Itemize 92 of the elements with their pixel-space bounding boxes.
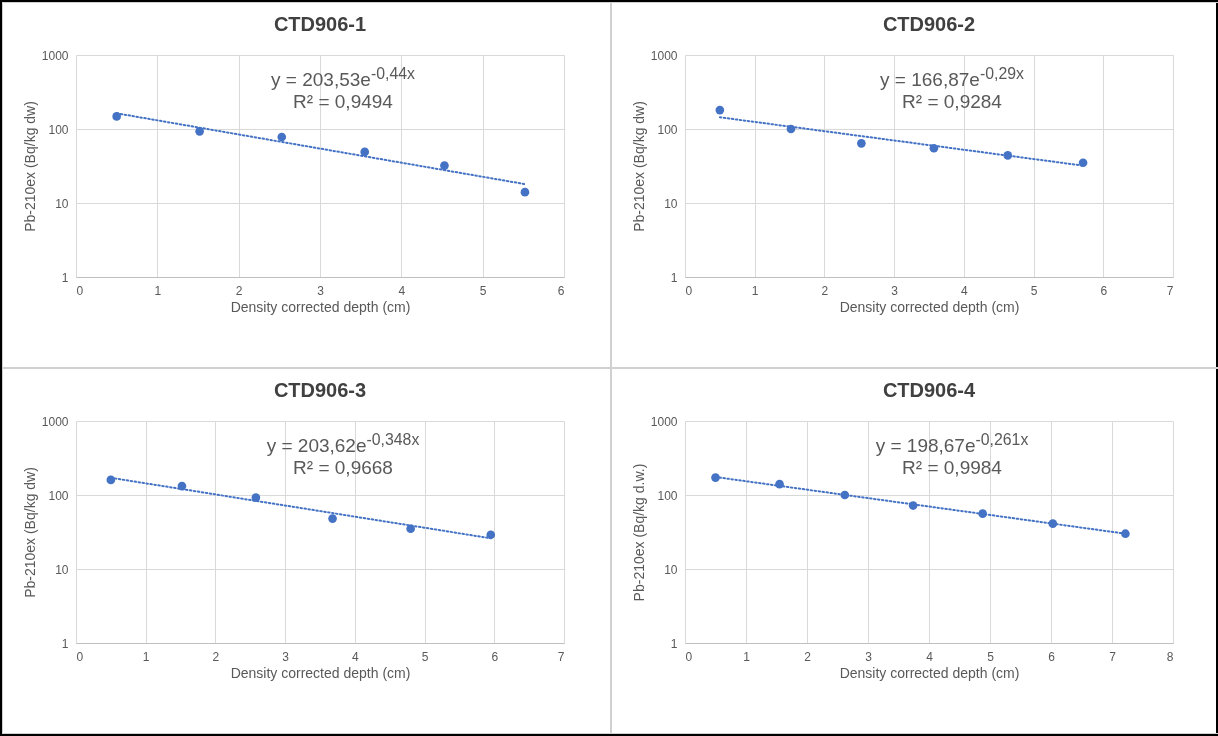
y-axis-title: Pb-210ex (Bq/kg d.w.) — [630, 463, 647, 602]
point — [440, 161, 449, 170]
point — [406, 524, 415, 534]
y-tick-label: 1 — [61, 270, 69, 285]
point — [929, 143, 939, 153]
x-tick-label: 4 — [961, 283, 969, 298]
point — [277, 132, 287, 142]
point — [328, 514, 337, 523]
point — [978, 509, 988, 518]
chart-title: CTD906-2 — [882, 13, 976, 35]
point — [486, 530, 496, 540]
x-tick-label: 4 — [352, 649, 360, 664]
y-axis-title: Pb-210ex (Bq/kg dw) — [21, 101, 38, 232]
x-tick-label: 0 — [76, 649, 84, 664]
y-tick-label: 1 — [670, 270, 678, 285]
annotation: y = 166,87e$^{-0,29x}$ — [879, 65, 1025, 92]
point — [251, 493, 261, 502]
x-tick-label: 5 — [987, 649, 995, 664]
x-tick-label: 3 — [865, 649, 873, 664]
chart-title: CTD906-4 — [882, 379, 976, 401]
x-axis-title: Density corrected depth (cm) — [230, 664, 411, 681]
point — [1003, 151, 1013, 160]
x-tick-label: 6 — [1048, 649, 1056, 664]
x-tick-label: 7 — [1109, 649, 1117, 664]
y-tick-label: 10 — [664, 562, 678, 577]
point — [177, 481, 187, 491]
annotation: y = 203,53e$^{-0,44x}$ — [270, 65, 416, 92]
y-tick-label: 1000 — [650, 414, 678, 429]
x-tick-label: 5 — [479, 283, 487, 298]
point — [112, 112, 121, 121]
annotation: R² = 0,9984 — [901, 457, 1003, 479]
point — [106, 475, 116, 485]
x-tick-label: 1 — [743, 649, 751, 664]
y-axis-title: Pb-210ex (Bq/kg dw) — [630, 101, 647, 232]
x-tick-label: 8 — [1166, 649, 1174, 664]
point — [1048, 519, 1058, 528]
annotation: R² = 0,9668 — [292, 457, 394, 479]
x-tick-label: 6 — [491, 649, 499, 664]
point — [1078, 158, 1088, 168]
x-tick-label: 6 — [1100, 283, 1108, 298]
y-tick-label: 1000 — [41, 414, 69, 429]
y-axis-title: Pb-210ex (Bq/kg dw) — [21, 467, 38, 598]
x-tick-label: 0 — [76, 283, 84, 298]
x-tick-label: 1 — [751, 283, 759, 298]
x-tick-label: 3 — [317, 283, 325, 298]
y-tick-label: 10 — [55, 196, 69, 211]
x-tick-label: 7 — [557, 649, 565, 664]
point — [908, 501, 918, 510]
x-tick-label: 5 — [1030, 283, 1038, 298]
point — [857, 139, 866, 148]
x-tick-label: 2 — [804, 649, 812, 664]
chart-title: CTD906-1 — [273, 13, 367, 35]
annotation: R² = 0,9494 — [292, 91, 394, 113]
x-tick-label: 4 — [398, 283, 406, 298]
x-axis-title: Density corrected depth (cm) — [839, 664, 1020, 681]
point — [715, 105, 725, 115]
x-tick-label: 7 — [1166, 283, 1174, 298]
y-tick-label: 10 — [55, 562, 69, 577]
y-tick-label: 1 — [61, 636, 69, 651]
point — [360, 147, 370, 157]
x-axis-title: Density corrected depth (cm) — [230, 298, 411, 315]
y-tick-label: 1000 — [41, 48, 69, 63]
y-tick-label: 100 — [48, 122, 69, 137]
x-tick-label: 6 — [557, 283, 565, 298]
x-tick-label: 2 — [212, 649, 220, 664]
x-tick-label: 3 — [891, 283, 899, 298]
point — [775, 479, 784, 489]
point — [195, 127, 204, 136]
x-tick-label: 0 — [685, 649, 693, 664]
x-tick-label: 4 — [926, 649, 934, 664]
x-tick-label: 5 — [421, 649, 429, 664]
x-tick-label: 1 — [154, 283, 162, 298]
x-axis-title: Density corrected depth (cm) — [839, 298, 1020, 315]
y-tick-label: 1000 — [650, 48, 678, 63]
x-tick-label: 0 — [685, 283, 693, 298]
x-tick-label: 2 — [235, 283, 243, 298]
y-tick-label: 10 — [664, 196, 678, 211]
point — [1121, 529, 1130, 539]
annotation: y = 198,67e$^{-0,261x}$ — [874, 431, 1030, 458]
point — [711, 473, 720, 482]
y-tick-label: 100 — [48, 488, 69, 503]
x-tick-label: 3 — [282, 649, 290, 664]
x-tick-label: 2 — [821, 283, 829, 298]
point — [840, 490, 850, 500]
chart-title: CTD906-3 — [273, 379, 367, 401]
x-tick-label: 1 — [142, 649, 150, 664]
annotation: R² = 0,9284 — [901, 91, 1003, 113]
annotation: y = 203,62e$^{-0,348x}$ — [265, 431, 421, 458]
point — [520, 187, 530, 197]
y-tick-label: 100 — [657, 122, 678, 137]
y-tick-label: 1 — [670, 636, 678, 651]
y-tick-label: 100 — [657, 488, 678, 503]
